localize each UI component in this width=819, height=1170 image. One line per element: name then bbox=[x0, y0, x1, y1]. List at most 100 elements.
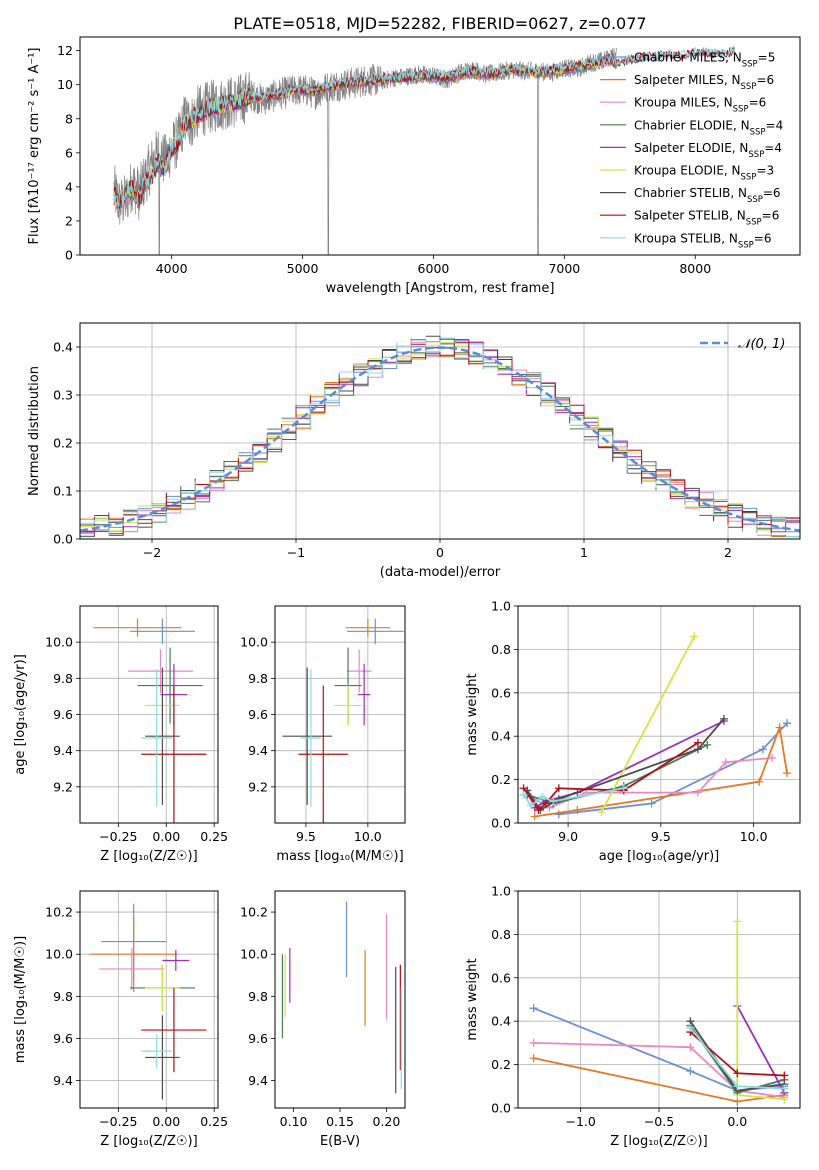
y-tick-label: 0.2 bbox=[491, 772, 511, 787]
plus-marker bbox=[719, 714, 728, 723]
x-tick-label: 0.10 bbox=[280, 1114, 308, 1129]
legend-model-name: Kroupa STELIB, N bbox=[634, 231, 738, 245]
y-tick-label: 9.2 bbox=[53, 779, 73, 794]
y-tick-label: 0.8 bbox=[491, 642, 511, 657]
x-tick-label: −1.0 bbox=[565, 1114, 595, 1129]
plus-marker bbox=[529, 1054, 538, 1063]
plus-marker bbox=[783, 719, 792, 728]
plus-marker bbox=[549, 797, 558, 806]
y-tick-label: 9.8 bbox=[53, 671, 73, 686]
y-tick-label: 0.4 bbox=[491, 729, 511, 744]
x-axis-label: Z [log₁₀(Z/Z☉)] bbox=[100, 1134, 197, 1149]
plus-marker bbox=[573, 805, 582, 814]
plus-marker bbox=[690, 632, 699, 641]
y-axis-label: mass weight bbox=[465, 958, 480, 1040]
y-tick-label: 10.0 bbox=[240, 635, 268, 650]
y-tick-label: 10.2 bbox=[45, 905, 73, 920]
x-tick-label: −1 bbox=[287, 545, 305, 560]
x-tick-label: 0 bbox=[436, 545, 444, 560]
x-tick-label: 0.15 bbox=[326, 1114, 354, 1129]
age-vs-mass-panel: 9.5 10.0 9.2 9.4 9.6 9.8 10.0 mass [log₁₀(M/M☉)… bbox=[240, 605, 406, 864]
legend-label: Kroupa MILES, NSSP=6 bbox=[634, 96, 766, 115]
legend-nssp: =6 bbox=[762, 209, 780, 223]
y-tick-label: 10.0 bbox=[45, 635, 73, 650]
legend-subscript: SSP bbox=[733, 105, 749, 115]
plot-area bbox=[113, 45, 735, 255]
spectrum-panel: 4000 5000 6000 7000 8000 0 2 4 6 8 10 12 wavelength … bbox=[27, 36, 801, 296]
plus-marker bbox=[693, 738, 702, 747]
y-tick-label: 9.4 bbox=[248, 743, 268, 758]
mass-weight-line bbox=[522, 741, 699, 812]
y-tick-label: 9.8 bbox=[248, 671, 268, 686]
y-tick-label: 0.4 bbox=[53, 340, 73, 355]
legend-model-name: Kroupa ELODIE, N bbox=[634, 164, 741, 178]
legend-subscript: SSP bbox=[750, 127, 766, 137]
y-axis-label: Flux [fλ10⁻¹⁷ erg cm⁻² s⁻¹ A⁻¹] bbox=[27, 48, 42, 245]
legend-label: Chabrier STELIB, NSSP=6 bbox=[634, 186, 781, 205]
x-tick-label: −0.25 bbox=[99, 829, 137, 844]
y-tick-label: 0.6 bbox=[491, 970, 511, 985]
axes-frame bbox=[274, 605, 406, 824]
y-tick-label: 10 bbox=[57, 77, 73, 92]
plus-marker bbox=[693, 788, 702, 797]
legend-model-name: Salpeter STELIB, N bbox=[634, 209, 746, 223]
y-tick-label: 0.8 bbox=[491, 927, 511, 942]
mass-weight-line bbox=[526, 718, 725, 812]
mass-weight-line bbox=[558, 722, 788, 816]
y-tick-label: 9.4 bbox=[248, 1073, 268, 1088]
legend-label: 𝒩(0, 1) bbox=[738, 337, 785, 352]
y-tick-label: 1.0 bbox=[491, 884, 511, 899]
legend-label: Chabrier ELODIE, NSSP=4 bbox=[634, 118, 783, 137]
plus-marker bbox=[780, 1084, 789, 1093]
y-tick-label: 4 bbox=[65, 179, 73, 194]
legend-subscript: SSP bbox=[748, 150, 764, 160]
age-vs-metallicity-panel: −0.25 0.00 0.25 9.2 9.4 9.6 9.8 10.0 Z [log₁₀(Z/… bbox=[13, 605, 228, 864]
plus-marker bbox=[783, 769, 792, 778]
plot-area bbox=[80, 335, 800, 538]
legend-nssp: =6 bbox=[754, 231, 772, 245]
plus-marker bbox=[780, 1095, 789, 1104]
legend-nssp: =4 bbox=[766, 118, 784, 132]
massweight-vs-age-panel: 9.0 9.5 10.0 0.0 0.2 0.4 0.6 0.8 1.0 age [log₁₀(a… bbox=[465, 599, 801, 864]
legend-model-name: Salpeter ELODIE, N bbox=[634, 141, 748, 155]
legend-nssp: =5 bbox=[758, 51, 776, 65]
x-tick-label: 9.5 bbox=[651, 829, 671, 844]
x-tick-label: 10.0 bbox=[354, 829, 382, 844]
x-tick-label: 9.0 bbox=[558, 829, 578, 844]
y-tick-label: 10.0 bbox=[45, 947, 73, 962]
x-axis-label: Z [log₁₀(Z/Z☉)] bbox=[610, 1134, 707, 1149]
legend-subscript: SSP bbox=[746, 218, 762, 228]
legend-nssp: =6 bbox=[763, 186, 781, 200]
mass-weight-line bbox=[533, 1042, 785, 1099]
plus-marker bbox=[703, 740, 712, 749]
y-tick-label: 9.6 bbox=[248, 1031, 268, 1046]
mass-weight-line bbox=[736, 1005, 786, 1094]
plot-area bbox=[282, 618, 404, 823]
axes-frame bbox=[79, 322, 801, 540]
legend-nssp: =3 bbox=[756, 164, 774, 178]
axes-frame bbox=[79, 36, 801, 256]
y-tick-label: 0.2 bbox=[53, 436, 73, 451]
x-axis-label: Z [log₁₀(Z/Z☉)] bbox=[100, 849, 197, 864]
x-axis-label: E(B-V) bbox=[320, 1134, 360, 1149]
y-tick-label: 0.0 bbox=[53, 532, 73, 547]
plus-marker bbox=[538, 792, 547, 801]
plus-marker bbox=[758, 745, 767, 754]
plus-marker bbox=[529, 1004, 538, 1013]
plus-marker bbox=[530, 812, 539, 821]
axes-frame bbox=[79, 605, 219, 824]
legend-label: Salpeter ELODIE, NSSP=4 bbox=[634, 141, 782, 160]
figure-title: PLATE=0518, MJD=52282, FIBERID=0627, z=0… bbox=[233, 14, 646, 33]
plus-marker bbox=[686, 1067, 695, 1076]
y-tick-label: 0.0 bbox=[491, 1101, 511, 1116]
axes-frame bbox=[517, 605, 801, 824]
x-tick-label: 1 bbox=[580, 545, 588, 560]
y-tick-label: 9.6 bbox=[53, 707, 73, 722]
x-tick-label: −0.25 bbox=[99, 1114, 137, 1129]
mass-vs-metallicity-panel: −0.25 0.00 0.25 9.4 9.6 9.8 10.0 10.2 Z [log₁₀(Z… bbox=[13, 890, 228, 1149]
histogram-step-line bbox=[80, 337, 800, 538]
axes-frame bbox=[517, 890, 801, 1109]
y-axis-label: mass [log₁₀(M/M☉)] bbox=[13, 936, 28, 1063]
x-tick-label: 8000 bbox=[679, 261, 711, 276]
